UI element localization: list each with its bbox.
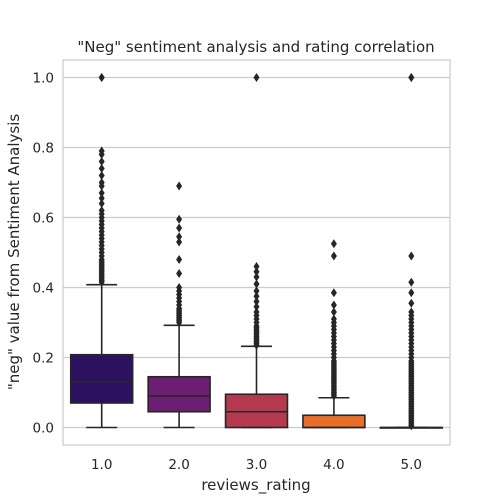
outlier-point [176, 283, 183, 292]
boxplot-5.0 [379, 73, 444, 431]
outlier-point [253, 279, 260, 289]
x-tick-label: 2.0 [168, 457, 189, 473]
box [302, 414, 366, 429]
outlier-point [98, 73, 105, 82]
outlier-point [98, 171, 105, 180]
outlier-point [408, 251, 415, 261]
boxplots [69, 73, 444, 431]
boxplot-2.0 [147, 181, 211, 429]
outlier-point [98, 157, 105, 166]
outlier-point [98, 206, 105, 215]
outlier-point [253, 73, 260, 82]
outlier-point [176, 232, 183, 242]
outlier-point [253, 291, 260, 301]
outlier-point [330, 239, 337, 249]
outlier-point [98, 188, 105, 198]
y-axis-label: "neg" value from Sentiment Analysis [5, 114, 23, 391]
outlier-point [330, 288, 337, 298]
y-tick-label: 0.8 [33, 141, 54, 157]
box [69, 353, 134, 404]
y-tick-label: 1.0 [33, 71, 54, 87]
y-tick-label: 0.6 [33, 211, 54, 227]
outlier-point [408, 298, 415, 308]
outlier-point [408, 277, 415, 287]
x-tick-label: 1.0 [91, 457, 112, 473]
outlier-point [253, 297, 260, 306]
outlier-point [98, 164, 105, 173]
outlier-point [408, 307, 415, 317]
outlier-point [253, 307, 260, 317]
y-tick-labels: 0.0 0.2 0.4 0.6 0.8 1.0 [33, 71, 54, 437]
y-tick-label: 0.2 [33, 351, 54, 367]
outlier-point [176, 255, 183, 264]
outlier-point [176, 214, 183, 224]
box [224, 393, 289, 429]
boxplot-4.0 [302, 239, 366, 429]
x-tick-label: 4.0 [323, 457, 344, 473]
outlier-point [176, 181, 183, 191]
outlier-point [253, 267, 260, 277]
outlier-point [253, 302, 260, 312]
outlier-point [176, 269, 183, 278]
outlier-point [98, 178, 105, 187]
box [147, 375, 211, 413]
outlier-point [176, 237, 183, 247]
outlier-point [98, 193, 105, 203]
outlier-point [253, 286, 260, 296]
outlier-point [408, 288, 415, 298]
boxplot-3.0 [224, 73, 289, 429]
outlier-point [330, 251, 337, 261]
outlier-point [253, 262, 260, 271]
boxplot-1.0 [69, 73, 134, 429]
outlier-point [98, 199, 105, 208]
y-tick-label: 0.4 [33, 281, 54, 297]
outlier-point [330, 307, 337, 317]
x-axis-label: reviews_rating [201, 476, 310, 495]
x-tick-labels: 1.0 2.0 3.0 4.0 5.0 [91, 457, 422, 473]
x-tick-label: 3.0 [246, 457, 267, 473]
x-tick-label: 5.0 [401, 457, 422, 473]
y-tick-label: 0.0 [33, 421, 54, 437]
outlier-point [330, 314, 337, 324]
outlier-point [330, 300, 337, 310]
outlier-point [176, 223, 183, 233]
outlier-point [98, 146, 105, 156]
plot-frame [62, 59, 451, 446]
chart-title: "Neg" sentiment analysis and rating corr… [77, 38, 434, 56]
outlier-point [408, 73, 415, 82]
outlier-point [253, 272, 260, 282]
